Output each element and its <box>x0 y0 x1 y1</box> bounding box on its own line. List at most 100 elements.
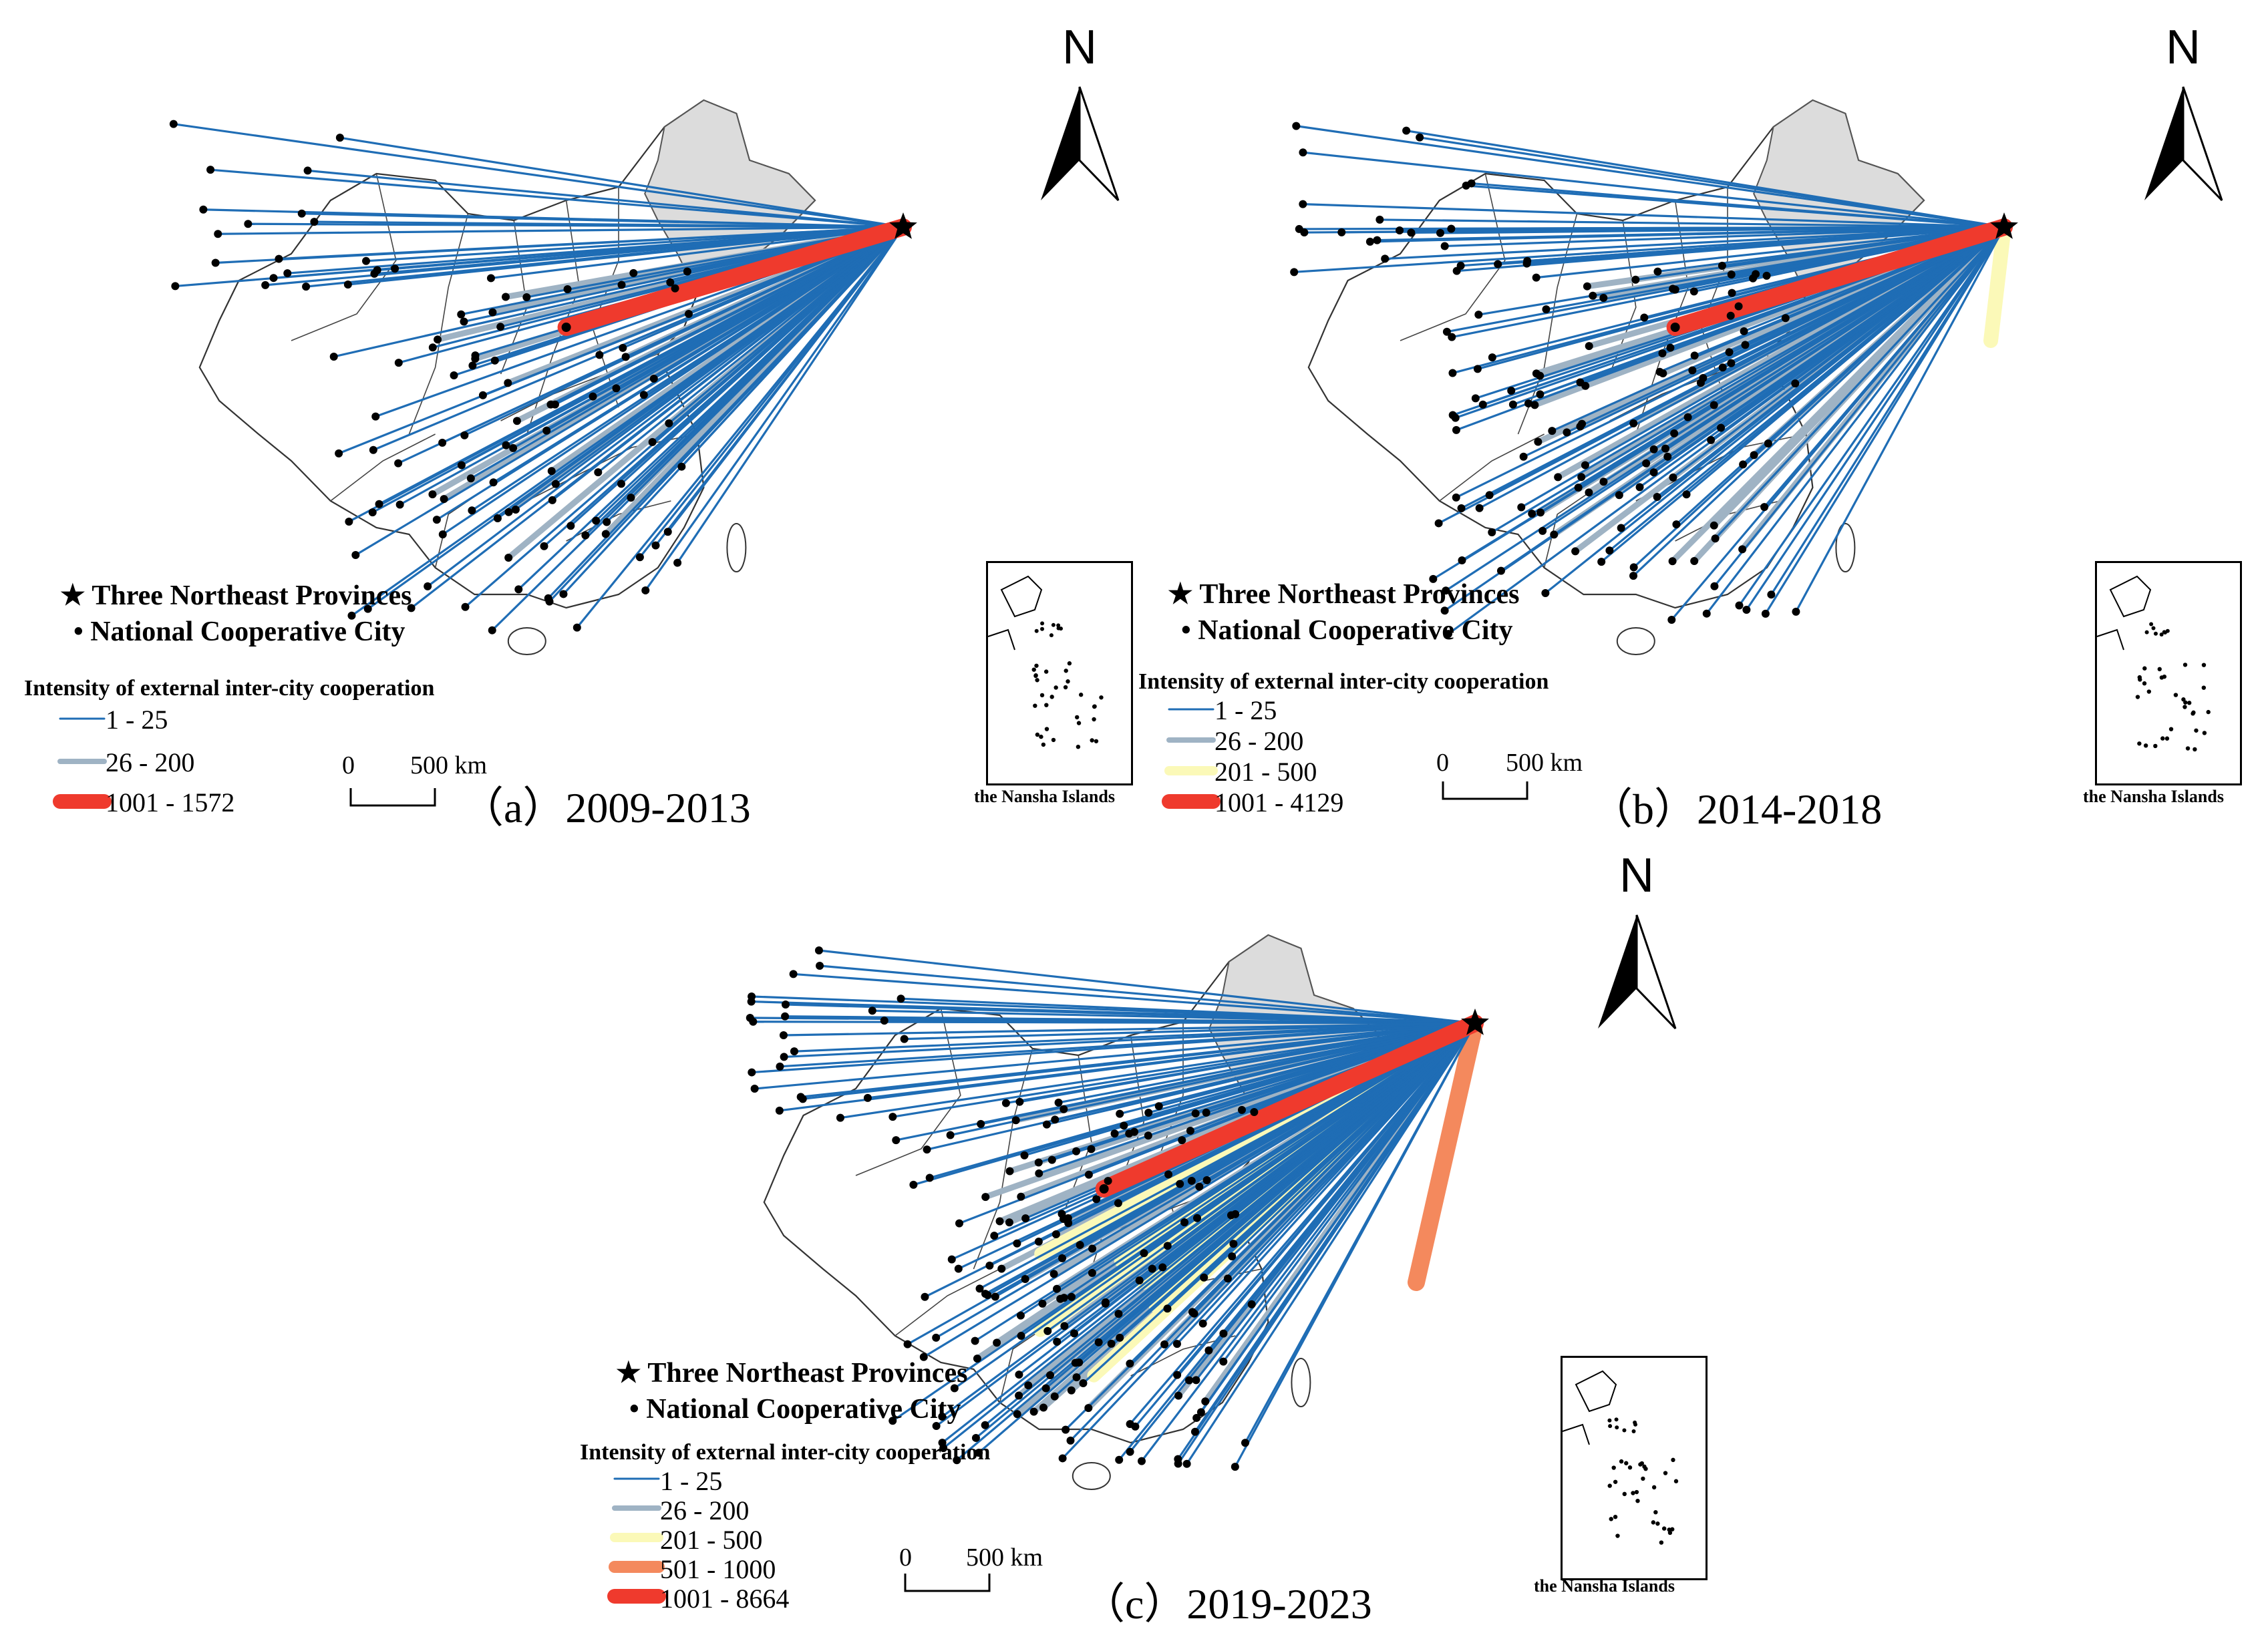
city-point <box>395 500 404 509</box>
city-point <box>1710 401 1718 409</box>
city-point <box>1718 261 1726 270</box>
city-point <box>1174 1391 1183 1400</box>
city-point <box>206 166 215 174</box>
city-point <box>617 281 626 289</box>
city-point <box>749 1017 758 1026</box>
city-point <box>1051 1230 1060 1239</box>
city-point <box>1581 461 1589 470</box>
city-point <box>1781 314 1790 323</box>
city-point <box>391 264 399 273</box>
city-point <box>1137 1457 1146 1465</box>
inset-map-a <box>987 575 1104 749</box>
flow-line-1-25 <box>927 1022 1476 1151</box>
city-point <box>1186 1126 1194 1135</box>
flow-line-1-25 <box>1304 226 2005 234</box>
city-point <box>468 506 476 515</box>
city-point <box>1451 413 1460 422</box>
flow-line-1-25 <box>1635 226 2005 281</box>
inset-island <box>1074 715 1080 720</box>
flow-line-1-25 <box>248 222 904 228</box>
flow-line-1-25 <box>461 226 904 466</box>
inset-island <box>2194 728 2199 733</box>
city-point <box>1764 439 1772 447</box>
city-point <box>1436 228 1444 237</box>
city-point <box>1702 609 1711 618</box>
city-point <box>1682 490 1691 499</box>
city-point <box>1471 394 1480 403</box>
hainan-island <box>1616 627 1655 655</box>
north-arrow-icon <box>2182 86 2223 202</box>
inset-island <box>2153 743 2158 749</box>
city-point <box>1046 1371 1055 1380</box>
flow-line-1-25 <box>1296 125 2005 228</box>
inset-island <box>1033 703 1037 708</box>
city-point <box>1067 1292 1076 1301</box>
flow-line-1-25 <box>754 1022 1476 1090</box>
inset-island <box>1049 633 1054 638</box>
city-point <box>1517 503 1526 512</box>
flow-line-1-25 <box>464 226 904 437</box>
city-point <box>547 467 556 476</box>
inset-label-b: the Nansha Islands <box>2083 787 2224 806</box>
flow-lines <box>173 123 912 631</box>
flow-line-1-25 <box>1746 226 2005 610</box>
inset-island <box>1631 1429 1636 1433</box>
city-point <box>1140 1249 1148 1258</box>
city-point <box>450 371 458 380</box>
city-point <box>394 459 403 468</box>
city-point <box>460 317 468 326</box>
city-point <box>1629 563 1638 572</box>
city-point <box>1473 365 1482 373</box>
city-point <box>1017 1332 1025 1340</box>
city-point <box>375 500 383 508</box>
city-point <box>880 1017 888 1025</box>
inset-island <box>2183 700 2188 705</box>
city-point <box>1163 1242 1172 1250</box>
scale-distance-c: 500 km <box>966 1544 1043 1572</box>
city-point <box>1015 1371 1023 1379</box>
city-point <box>900 1035 909 1043</box>
city-point <box>1176 1180 1184 1188</box>
city-point <box>551 480 560 488</box>
city-point <box>428 490 437 499</box>
legend-city-b: • National Cooperative City <box>1181 615 1513 646</box>
scale-zero-c: 0 <box>899 1544 912 1572</box>
city-point <box>1092 1195 1101 1204</box>
city-point <box>1099 1184 1109 1194</box>
inset-island <box>2164 736 2170 741</box>
flow-line-1-25 <box>1522 226 2005 458</box>
city-point <box>1041 1384 1050 1393</box>
city-point <box>1649 468 1658 477</box>
city-point <box>171 282 180 291</box>
inset-island <box>1635 1498 1640 1503</box>
city-point <box>1741 341 1750 349</box>
city-point <box>1107 1339 1116 1348</box>
inset-nansha-c <box>1561 1356 1708 1580</box>
city-point <box>997 1264 1006 1273</box>
city-point <box>1015 1097 1024 1106</box>
inset-island <box>1039 693 1045 698</box>
city-point <box>486 274 495 283</box>
city-point <box>512 417 521 425</box>
flow-line-1-25 <box>1456 226 2005 273</box>
city-point <box>1202 1108 1210 1117</box>
city-point <box>990 1232 999 1240</box>
city-point <box>1116 1109 1124 1118</box>
city-point <box>1126 1420 1134 1429</box>
city-point <box>1434 519 1443 528</box>
inset-island <box>2137 741 2142 746</box>
city-point <box>1440 606 1449 615</box>
flow-line-1-25 <box>1500 226 2005 572</box>
city-point <box>1219 1329 1228 1338</box>
city-point <box>781 1012 790 1021</box>
flow-line-1-25 <box>1491 226 2005 534</box>
city-point <box>1160 1340 1169 1348</box>
city-point <box>1017 1192 1025 1201</box>
legend-city-c: • National Cooperative City <box>629 1394 961 1425</box>
city-point <box>1583 282 1591 291</box>
flow-line-1-25 <box>929 1022 1476 1180</box>
flow-line-1-25 <box>496 226 904 520</box>
city-point <box>1550 530 1559 539</box>
flow-line-1-25 <box>1714 226 2005 587</box>
city-point <box>1524 399 1532 408</box>
